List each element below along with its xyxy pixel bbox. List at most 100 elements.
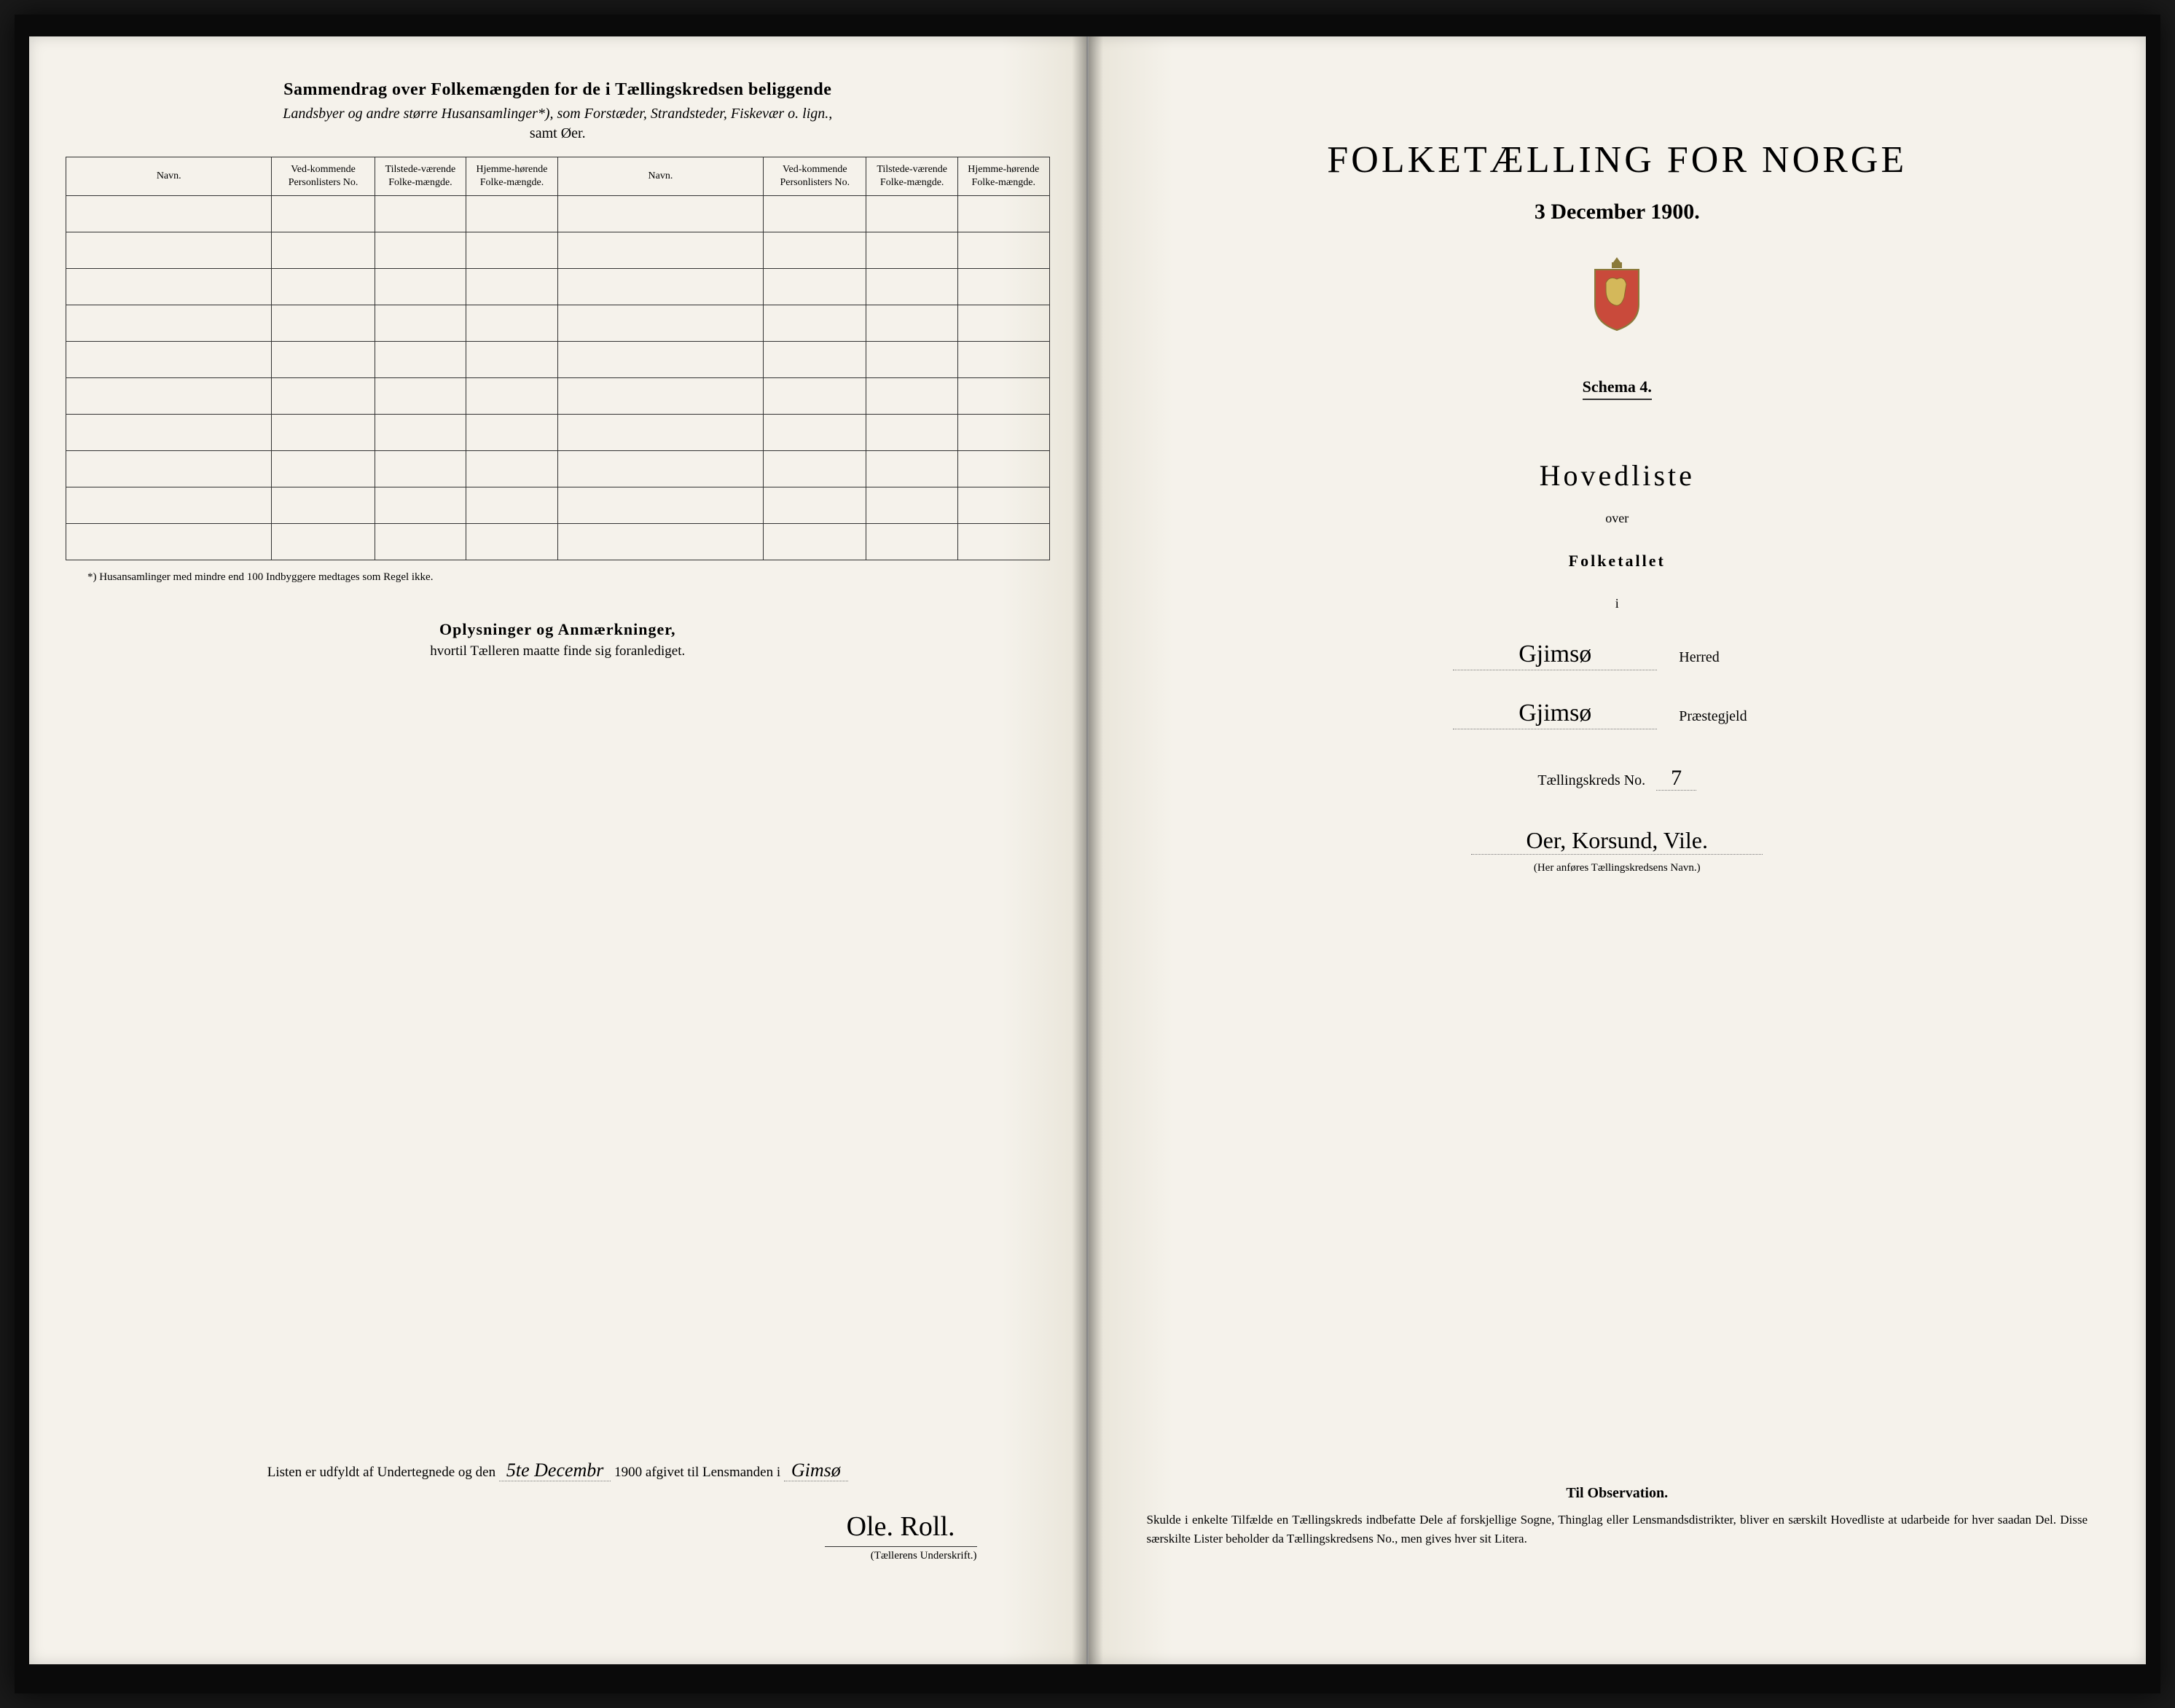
- table-cell: [764, 196, 866, 232]
- table-cell: [272, 269, 375, 305]
- table-cell: [764, 305, 866, 342]
- table-cell: [957, 305, 1049, 342]
- table-cell: [272, 524, 375, 560]
- table-row: [66, 451, 1050, 487]
- observation-section: Til Observation. Skulde i enkelte Tilfæl…: [1147, 1485, 2088, 1548]
- table-cell: [66, 415, 272, 451]
- praestegjeld-value: Gjimsø: [1453, 700, 1657, 729]
- left-page: Sammendrag over Folkemængden for de i Tæ…: [29, 36, 1088, 1664]
- main-title: FOLKETÆLLING FOR NORGE: [1125, 138, 2110, 181]
- oplysninger-title: Oplysninger og Anmærkninger,: [66, 620, 1050, 639]
- date-line: 3 December 1900.: [1125, 200, 2110, 224]
- table-cell: [764, 232, 866, 269]
- herred-label: Herred: [1679, 649, 1781, 666]
- signature: Ole. Roll.: [825, 1511, 977, 1547]
- listen-line: Listen er udfyldt af Undertegnede og den…: [66, 1460, 1050, 1481]
- table-cell: [557, 305, 763, 342]
- th-vedkommende-1: Ved-kommende Personlisters No.: [272, 157, 375, 196]
- table-cell: [466, 487, 558, 524]
- table-cell: [375, 269, 466, 305]
- table-cell: [66, 305, 272, 342]
- table-row: [66, 487, 1050, 524]
- table-cell: [866, 342, 958, 378]
- table-cell: [272, 487, 375, 524]
- kreds-name: Oer, Korsund, Vile.: [1471, 827, 1763, 855]
- table-row: [66, 524, 1050, 560]
- table-cell: [557, 342, 763, 378]
- table-row: [66, 232, 1050, 269]
- left-subtitle2: samt Øer.: [66, 125, 1050, 142]
- table-cell: [957, 196, 1049, 232]
- kreds-no: 7: [1656, 766, 1696, 791]
- i-text: i: [1125, 596, 2110, 611]
- table-cell: [866, 524, 958, 560]
- th-tilstede-1: Tilstede-værende Folke-mængde.: [375, 157, 466, 196]
- table-cell: [375, 232, 466, 269]
- table-cell: [66, 378, 272, 415]
- table-cell: [764, 269, 866, 305]
- table-cell: [866, 269, 958, 305]
- schema-label: Schema 4.: [1583, 377, 1652, 400]
- table-cell: [375, 415, 466, 451]
- table-cell: [375, 524, 466, 560]
- table-cell: [66, 342, 272, 378]
- table-cell: [272, 378, 375, 415]
- kreds-label: Tællingskreds No.: [1537, 772, 1645, 788]
- oplysninger-section: Oplysninger og Anmærkninger, hvortil Tæl…: [66, 620, 1050, 659]
- table-body: [66, 196, 1050, 560]
- listen-year: 1900: [614, 1465, 642, 1480]
- herred-value: Gjimsø: [1453, 640, 1657, 670]
- book-spread: Sammendrag over Folkemængden for de i Tæ…: [15, 15, 2160, 1693]
- praestegjeld-label: Præstegjeld: [1679, 708, 1781, 725]
- table-cell: [764, 378, 866, 415]
- table-cell: [866, 451, 958, 487]
- table-cell: [957, 487, 1049, 524]
- census-table: Navn. Ved-kommende Personlisters No. Til…: [66, 157, 1050, 560]
- th-hjemme-1: Hjemme-hørende Folke-mængde.: [466, 157, 558, 196]
- herred-row: Gjimsø Herred: [1125, 640, 2110, 670]
- table-cell: [466, 196, 558, 232]
- table-cell: [866, 232, 958, 269]
- table-cell: [466, 269, 558, 305]
- praestegjeld-row: Gjimsø Præstegjeld: [1125, 700, 2110, 729]
- table-cell: [866, 196, 958, 232]
- table-cell: [272, 415, 375, 451]
- table-cell: [66, 487, 272, 524]
- table-row: [66, 196, 1050, 232]
- table-cell: [866, 415, 958, 451]
- left-header: Sammendrag over Folkemængden for de i Tæ…: [66, 80, 1050, 142]
- hovedliste-title: Hovedliste: [1125, 458, 2110, 493]
- table-row: [66, 269, 1050, 305]
- table-cell: [466, 342, 558, 378]
- table-row: [66, 342, 1050, 378]
- signature-label: (Tællerens Underskrift.): [66, 1550, 977, 1562]
- table-cell: [957, 524, 1049, 560]
- table-cell: [557, 378, 763, 415]
- table-cell: [375, 196, 466, 232]
- table-cell: [375, 487, 466, 524]
- listen-middle: afgivet til Lensmanden i: [646, 1465, 780, 1480]
- table-cell: [957, 269, 1049, 305]
- signature-area: Ole. Roll. (Tællerens Underskrift.): [66, 1511, 1050, 1562]
- table-cell: [466, 524, 558, 560]
- listen-prefix: Listen er udfyldt af Undertegnede og den: [267, 1465, 495, 1480]
- th-vedkommende-2: Ved-kommende Personlisters No.: [764, 157, 866, 196]
- table-cell: [557, 269, 763, 305]
- th-tilstede-2: Tilstede-værende Folke-mængde.: [866, 157, 958, 196]
- footnote: *) Husansamlinger med mindre end 100 Ind…: [66, 571, 1050, 584]
- table-cell: [466, 415, 558, 451]
- coat-of-arms-icon: [1584, 254, 1650, 334]
- table-cell: [375, 378, 466, 415]
- table-cell: [764, 415, 866, 451]
- oplysninger-sub: hvortil Tælleren maatte finde sig foranl…: [66, 643, 1050, 659]
- table-cell: [957, 415, 1049, 451]
- table-cell: [66, 269, 272, 305]
- kreds-row: Tællingskreds No. 7: [1125, 766, 2110, 791]
- table-cell: [272, 451, 375, 487]
- th-navn-2: Navn.: [557, 157, 763, 196]
- table-cell: [957, 378, 1049, 415]
- table-cell: [375, 305, 466, 342]
- observation-text: Skulde i enkelte Tilfælde en Tællingskre…: [1147, 1511, 2088, 1548]
- observation-title: Til Observation.: [1147, 1485, 2088, 1502]
- kreds-hint: (Her anføres Tællingskredsens Navn.): [1125, 862, 2110, 874]
